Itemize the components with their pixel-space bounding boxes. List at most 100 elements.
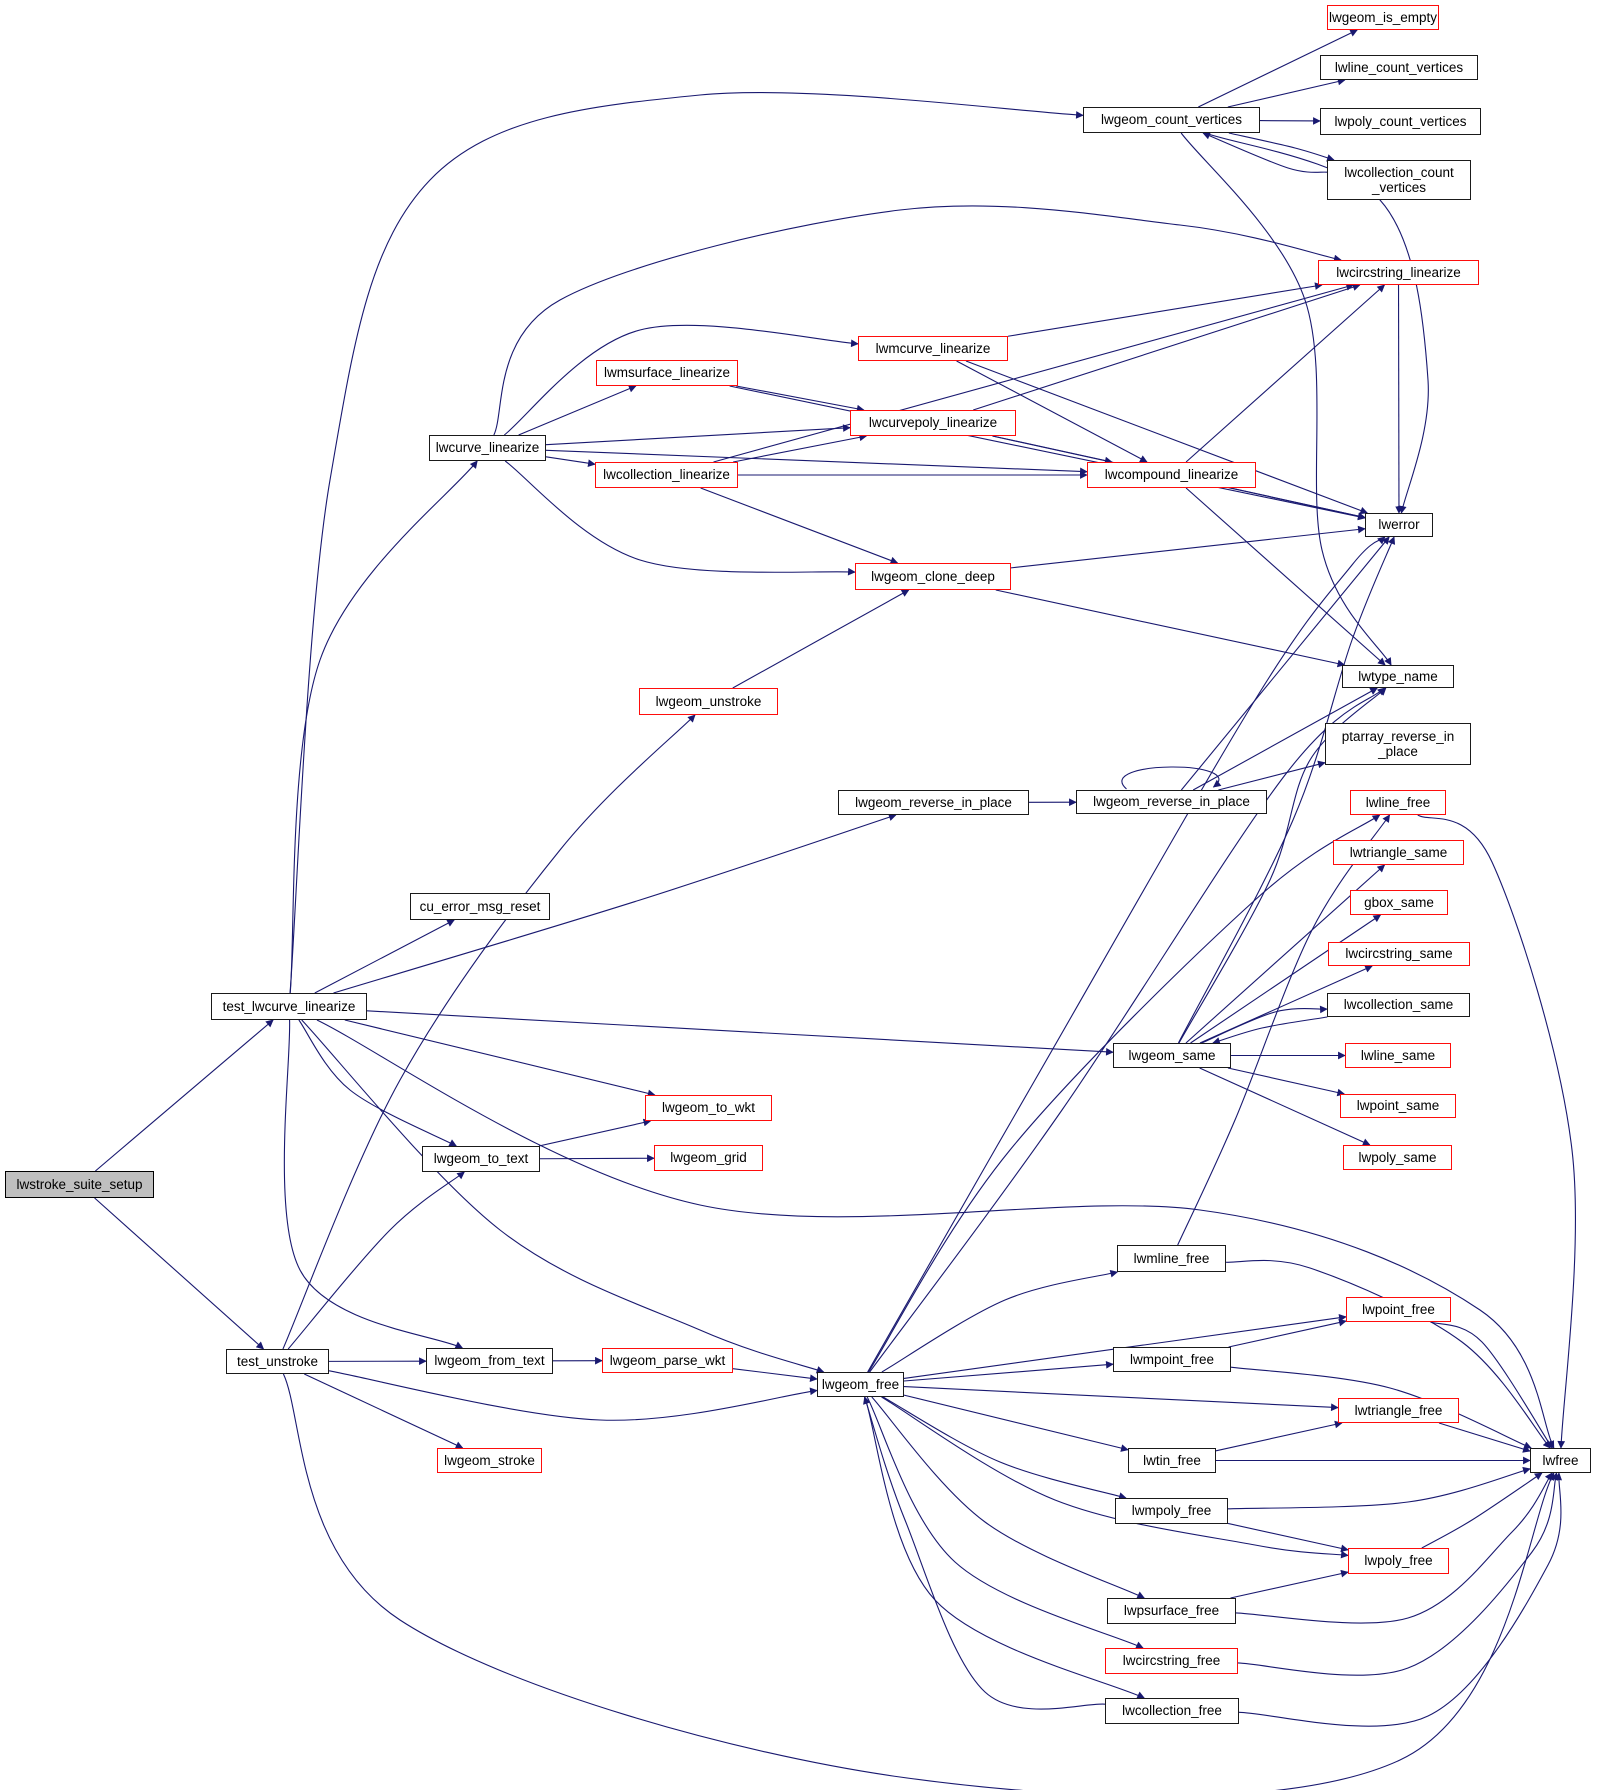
node-lwtriangle_same[interactable]: lwtriangle_same	[1333, 840, 1464, 865]
node-lwpoly_same[interactable]: lwpoly_same	[1343, 1145, 1452, 1170]
node-lwcircstring_same[interactable]: lwcircstring_same	[1328, 942, 1470, 966]
edge-lwcompound_linearize-lwcircstring_linearize	[1185, 284, 1386, 463]
edge-lwmpoint_free-lwpoint_free	[1228, 1318, 1347, 1348]
edge-lwgeom_count_vertices-lwline_count_vertices	[1227, 77, 1346, 108]
node-lwcompound_linearize[interactable]: lwcompound_linearize	[1087, 462, 1256, 488]
node-lwmpoint_free[interactable]: lwmpoint_free	[1113, 1347, 1231, 1372]
edge-lwgeom_free-lwpsurface_free	[871, 1396, 1145, 1599]
edge-lwcurve_linearize-lwmcurve_linearize	[503, 324, 859, 436]
node-lwgeom_reverse_in_place_a[interactable]: lwgeom_reverse_in_place	[838, 790, 1029, 815]
edge-lwgeom_reverse_in_place_b-ptarray_reverse_in_place	[1218, 760, 1326, 791]
node-cu_error_msg_reset[interactable]: cu_error_msg_reset	[410, 893, 550, 920]
edge-lwtin_free-lwtriangle_free	[1215, 1420, 1343, 1452]
node-lwgeom_to_text[interactable]: lwgeom_to_text	[422, 1146, 540, 1172]
node-lwcollection_count_vertices[interactable]: lwcollection_count _vertices	[1327, 160, 1471, 200]
edge-lwcurve_linearize-lwgeom_clone_deep	[504, 460, 856, 576]
edge-lwcollection_same-lwgeom_same	[1212, 1016, 1328, 1045]
node-lwmcurve_linearize[interactable]: lwmcurve_linearize	[858, 336, 1008, 361]
node-lwgeom_count_vertices[interactable]: lwgeom_count_vertices	[1083, 107, 1260, 133]
node-lwgeom_clone_deep[interactable]: lwgeom_clone_deep	[855, 563, 1011, 590]
edge-lwstroke_suite_setup-test_lwcurve_linearize	[95, 1019, 274, 1172]
node-test_lwcurve_linearize[interactable]: test_lwcurve_linearize	[211, 993, 367, 1020]
node-lwmline_free[interactable]: lwmline_free	[1117, 1245, 1226, 1272]
edge-lwcompound_linearize-lwerror	[1230, 487, 1366, 520]
node-lwgeom_reverse_in_place_b[interactable]: lwgeom_reverse_in_place	[1076, 790, 1267, 814]
edge-lwmcurve_linearize-lwerror	[965, 360, 1369, 515]
node-lwline_same[interactable]: lwline_same	[1345, 1043, 1451, 1068]
edge-lwcurve_linearize-lwmsurface_linearize	[518, 385, 637, 436]
edge-lwcurvepoly_linearize-lwcircstring_linearize	[973, 283, 1361, 411]
node-lwmpoly_free[interactable]: lwmpoly_free	[1115, 1498, 1228, 1524]
node-lwgeom_to_wkt[interactable]: lwgeom_to_wkt	[645, 1095, 772, 1121]
node-lwgeom_stroke[interactable]: lwgeom_stroke	[437, 1448, 542, 1473]
edge-lwmcurve_linearize-lwcircstring_linearize	[1007, 282, 1323, 337]
edge-lwgeom_same-lwpoly_same	[1199, 1067, 1371, 1146]
edge-lwcompound_linearize-lwtype_name	[1185, 487, 1386, 666]
node-gbox_same[interactable]: gbox_same	[1350, 890, 1448, 915]
node-lwgeom_is_empty[interactable]: lwgeom_is_empty	[1327, 5, 1439, 30]
edge-test_unstroke-lwgeom_free	[328, 1370, 818, 1421]
edge-test_lwcurve_linearize-lwgeom_free	[301, 1019, 825, 1374]
edge-test_lwcurve_linearize-lwgeom_reverse_in_place_a	[333, 813, 897, 994]
node-lwgeom_unstroke[interactable]: lwgeom_unstroke	[639, 688, 778, 715]
edge-lwgeom_count_vertices-lwtype_name	[1180, 132, 1392, 666]
edge-lwpsurface_free-lwpoly_free	[1230, 1569, 1349, 1599]
node-lwgeom_same[interactable]: lwgeom_same	[1113, 1043, 1231, 1068]
edge-lwcurve_linearize-lwcurvepoly_linearize	[545, 424, 851, 446]
edge-lwgeom_reverse_in_place_b-lwtype_name	[1192, 687, 1378, 791]
node-lwcurvepoly_linearize[interactable]: lwcurvepoly_linearize	[850, 410, 1016, 436]
node-lwcollection_same[interactable]: lwcollection_same	[1327, 993, 1470, 1017]
edge-lwstroke_suite_setup-test_unstroke	[94, 1197, 265, 1350]
node-lwgeom_grid[interactable]: lwgeom_grid	[654, 1145, 763, 1171]
edge-lwgeom_same-gbox_same	[1190, 914, 1382, 1044]
node-lwcollection_free[interactable]: lwcollection_free	[1105, 1698, 1239, 1724]
node-lwmsurface_linearize[interactable]: lwmsurface_linearize	[596, 360, 738, 386]
edge-lwcollection_linearize-lwgeom_clone_deep	[700, 487, 899, 565]
edge-lwmcurve_linearize-lwcompound_linearize	[956, 360, 1148, 463]
edge-test_lwcurve_linearize-lwgeom_to_wkt	[344, 1019, 656, 1098]
edge-lwgeom_reverse_in_place_b-lwgeom_reverse_in_place_b	[1121, 766, 1222, 790]
edge-lwcircstring_free-lwfree	[1237, 1472, 1559, 1676]
node-lwpsurface_free[interactable]: lwpsurface_free	[1107, 1598, 1236, 1624]
node-lwerror[interactable]: lwerror	[1365, 513, 1433, 537]
node-lwcurve_linearize[interactable]: lwcurve_linearize	[429, 435, 546, 461]
edge-lwmsurface_linearize-lwcurvepoly_linearize	[736, 385, 865, 413]
node-lwgeom_parse_wkt[interactable]: lwgeom_parse_wkt	[602, 1348, 733, 1373]
node-lwtriangle_free[interactable]: lwtriangle_free	[1338, 1398, 1459, 1423]
node-test_unstroke[interactable]: test_unstroke	[226, 1349, 329, 1374]
node-lwline_count_vertices[interactable]: lwline_count_vertices	[1320, 55, 1478, 80]
edge-test_lwcurve_linearize-lwgeom_from_text	[283, 1019, 464, 1349]
edge-lwmpoly_free-lwfree	[1227, 1466, 1531, 1510]
edge-lwgeom_same-lwcollection_same	[1201, 1005, 1328, 1044]
edge-lwcurve_linearize-lwcircstring_linearize	[493, 205, 1342, 436]
edge-lwgeom_parse_wkt-lwgeom_free	[732, 1368, 818, 1383]
node-lwfree[interactable]: lwfree	[1530, 1448, 1591, 1473]
edge-lwline_free-lwfree	[1417, 814, 1577, 1449]
edge-lwcollection_linearize-lwcurvepoly_linearize	[733, 433, 868, 463]
edge-lwgeom_free-lwtriangle_free	[903, 1386, 1339, 1412]
node-lwgeom_free[interactable]: lwgeom_free	[817, 1372, 904, 1397]
edge-lwgeom_clone_deep-lwtype_name	[995, 589, 1346, 668]
node-ptarray_reverse_in_place[interactable]: ptarray_reverse_in _place	[1325, 723, 1471, 765]
node-lwpoly_count_vertices[interactable]: lwpoly_count_vertices	[1320, 108, 1481, 135]
node-lwtype_name[interactable]: lwtype_name	[1342, 665, 1454, 688]
node-lwline_free[interactable]: lwline_free	[1350, 790, 1446, 815]
edge-lwgeom_count_vertices-lwgeom_is_empty	[1198, 29, 1358, 108]
edge-lwgeom_same-lwpoint_same	[1227, 1067, 1346, 1097]
edge-test_lwcurve_linearize-lwfree	[316, 1019, 1555, 1449]
node-lwpoint_free[interactable]: lwpoint_free	[1346, 1297, 1451, 1322]
node-lwcircstring_linearize[interactable]: lwcircstring_linearize	[1318, 260, 1479, 285]
node-lwtin_free[interactable]: lwtin_free	[1128, 1448, 1216, 1473]
node-lwpoint_same[interactable]: lwpoint_same	[1340, 1094, 1456, 1118]
edge-lwgeom_free-lwcollection_free	[864, 1396, 1145, 1699]
edge-lwgeom_free-lwerror	[867, 536, 1386, 1373]
edge-lwgeom_free-lwpoly_free	[881, 1396, 1349, 1559]
edge-lwgeom_same-lwerror	[1177, 536, 1396, 1044]
node-lwgeom_from_text[interactable]: lwgeom_from_text	[426, 1348, 553, 1374]
node-lwcircstring_free[interactable]: lwcircstring_free	[1105, 1648, 1238, 1674]
edge-test_lwcurve_linearize-lwcurve_linearize	[289, 460, 478, 994]
node-lwcollection_linearize[interactable]: lwcollection_linearize	[595, 462, 738, 488]
node-lwpoly_free[interactable]: lwpoly_free	[1348, 1548, 1449, 1574]
edge-lwgeom_clone_deep-lwerror	[1010, 525, 1366, 569]
